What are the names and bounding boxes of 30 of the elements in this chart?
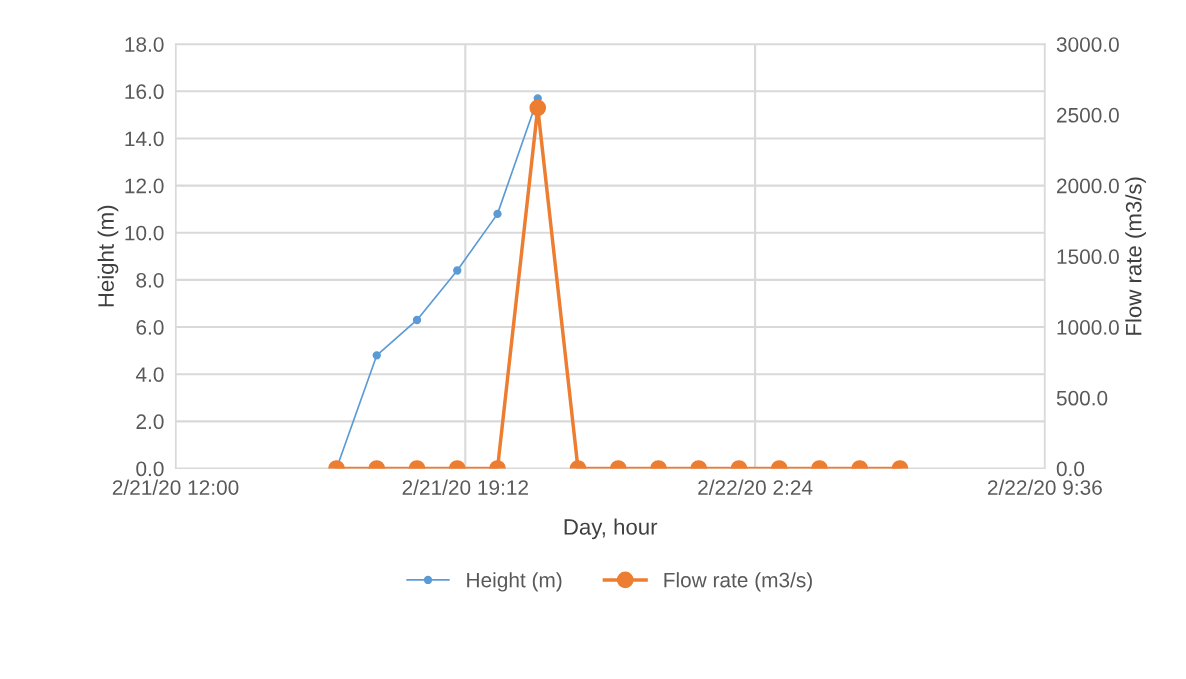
y2-tick-label: 2000.0 — [1057, 178, 1119, 194]
y-tick-label: 8.0 — [136, 272, 164, 288]
y2-tick-label: 500.0 — [1056, 390, 1108, 406]
x-tick-label: 2/22/20 9:36 — [988, 479, 1102, 495]
y-tick-label: 12.0 — [125, 178, 164, 194]
x-tick-label: 2/21/20 19:12 — [402, 479, 528, 495]
y2-tick-label: 2500.0 — [1057, 107, 1119, 123]
legend-label: Height (m) — [467, 572, 562, 592]
y-tick-label: 14.0 — [125, 131, 164, 147]
y-tick-label: 4.0 — [135, 367, 164, 382]
y-tick-label: 2.0 — [136, 414, 164, 430]
x-tick-label: 2/21/20 12:00 — [112, 479, 239, 495]
y-tick-label: 0.0 — [136, 461, 164, 477]
y2-tick-label: 3000.0 — [1056, 37, 1119, 52]
y-tick-label: 6.0 — [136, 320, 164, 335]
point — [453, 266, 462, 275]
x-tick-label: 2/22/20 2:24 — [698, 479, 813, 495]
y-tick-label: 18.0 — [125, 37, 164, 52]
point — [412, 315, 422, 325]
y2-tick-label: 0.0 — [1056, 461, 1085, 477]
y2-tick-label: 1000.0 — [1057, 320, 1119, 335]
y-tick-label: 16.0 — [125, 84, 164, 100]
point — [493, 209, 502, 219]
y2-axis-title: Flow rate (m3/s) — [1125, 177, 1146, 335]
y-axis-title: Height (m) — [97, 205, 119, 307]
y2-tick-label: 1500.0 — [1057, 249, 1119, 265]
legend-label: Flow rate (m3/s) — [664, 572, 812, 592]
x-axis-title: Day, hour — [564, 518, 658, 540]
point — [372, 351, 381, 360]
y-tick-label: 10.0 — [125, 225, 164, 241]
